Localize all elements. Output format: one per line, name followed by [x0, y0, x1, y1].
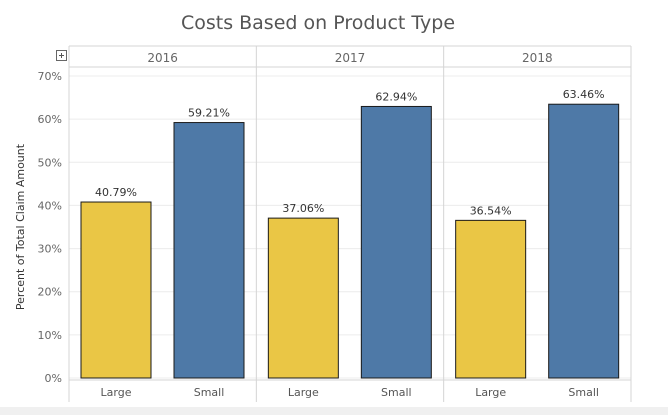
y-axis-title: Percent of Total Claim Amount — [14, 143, 27, 310]
chart-title: Costs Based on Product Type — [180, 12, 456, 34]
y-tick-label: 30% — [38, 243, 62, 256]
x-category-label: Large — [475, 386, 506, 399]
y-tick-label: 10% — [38, 329, 62, 342]
x-category-label: Small — [194, 386, 225, 399]
bar-value-label: 59.21% — [188, 107, 230, 120]
bar-2017-large[interactable] — [267, 217, 339, 379]
bar-2018-large[interactable] — [455, 219, 527, 379]
x-category-label: Large — [101, 386, 132, 399]
expand-header-icon[interactable] — [56, 50, 67, 61]
bar-2017-small[interactable] — [360, 105, 432, 379]
bar-value-label: 37.06% — [282, 202, 324, 215]
bar-2016-large[interactable] — [80, 201, 152, 379]
y-tick-label: 0% — [45, 372, 62, 385]
bar-value-label: 62.94% — [375, 90, 417, 103]
bottom-scrollbar-track[interactable] — [0, 407, 668, 415]
y-tick-label: 20% — [38, 286, 62, 299]
panel-header-2016: 2016 — [147, 51, 178, 65]
bar-2016-small[interactable] — [173, 122, 245, 379]
y-tick-label: 60% — [38, 113, 62, 126]
bar-2018-small[interactable] — [548, 103, 620, 379]
panel-header-2018: 2018 — [522, 51, 553, 65]
bar-value-label: 63.46% — [563, 88, 605, 101]
bar-value-label: 36.54% — [470, 204, 512, 217]
x-category-label: Small — [381, 386, 412, 399]
y-tick-label: 40% — [38, 199, 62, 212]
x-category-label: Small — [568, 386, 599, 399]
bar-value-label: 40.79% — [95, 186, 137, 199]
y-tick-label: 50% — [38, 156, 62, 169]
y-tick-label: 70% — [38, 70, 62, 83]
x-category-label: Large — [288, 386, 319, 399]
panel-header-2017: 2017 — [335, 51, 366, 65]
